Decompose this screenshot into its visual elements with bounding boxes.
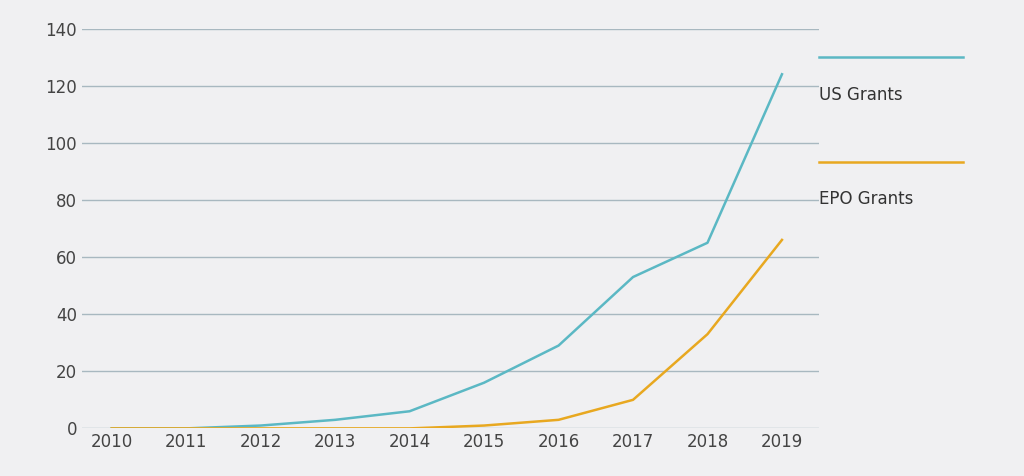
Text: EPO Grants: EPO Grants (819, 190, 913, 208)
Text: US Grants: US Grants (819, 86, 903, 104)
